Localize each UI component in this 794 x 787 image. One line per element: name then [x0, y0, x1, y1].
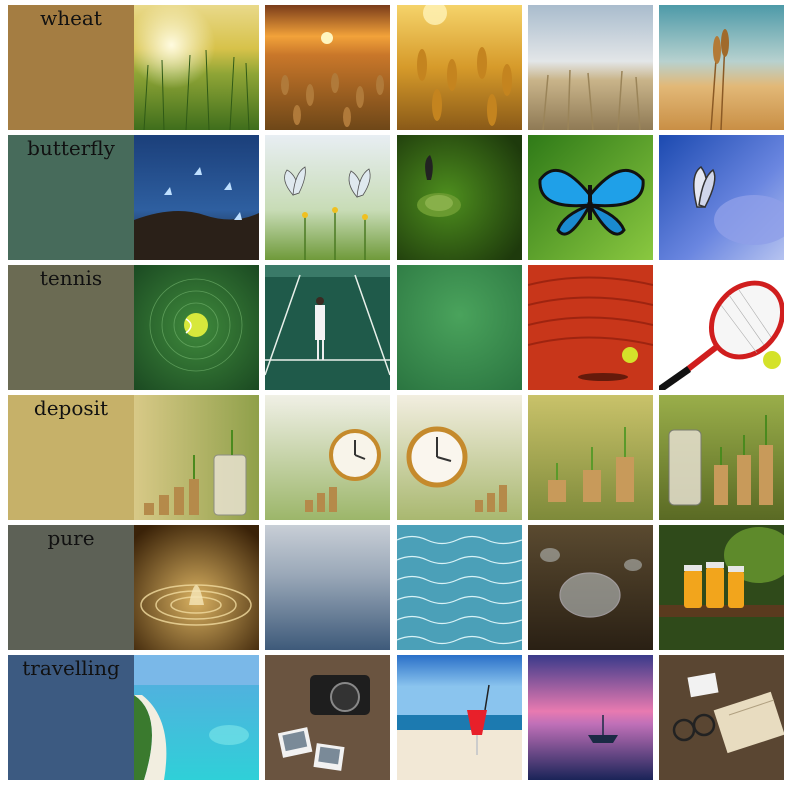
grid-row-pure: pure: [8, 525, 786, 650]
wheat-photo-2: [265, 5, 390, 130]
word-swatch: wheat: [8, 5, 134, 130]
word-label: tennis: [39, 266, 103, 290]
pure-photo-3: [397, 525, 522, 650]
deposit-photo-4: [528, 395, 653, 520]
deposit-photo-1: [134, 395, 259, 520]
pure-photo-4: [528, 525, 653, 650]
grid-row-butterfly: butterfly: [8, 135, 786, 260]
tennis-photo-4: [528, 265, 653, 390]
tennis-photo-5: [659, 265, 784, 390]
word-label: butterfly: [27, 136, 115, 160]
butterfly-photo-4: [528, 135, 653, 260]
travelling-photo-1: [134, 655, 259, 780]
grid-row-deposit: deposit: [8, 395, 786, 520]
deposit-photo-5: [659, 395, 784, 520]
butterfly-photo-3: [397, 135, 522, 260]
wheat-photo-1: [134, 5, 259, 130]
wheat-photo-3: [397, 5, 522, 130]
word-label: deposit: [33, 396, 109, 420]
word-swatch: butterfly: [8, 135, 134, 260]
word-label: wheat: [40, 6, 102, 30]
travelling-photo-4: [528, 655, 653, 780]
butterfly-photo-1: [134, 135, 259, 260]
word-swatch: travelling: [8, 655, 134, 780]
pure-photo-2: [265, 525, 390, 650]
wheat-photo-5: [659, 5, 784, 130]
pure-photo-1: [134, 525, 259, 650]
grid-row-travelling: travelling: [8, 655, 786, 780]
travelling-photo-5: [659, 655, 784, 780]
tennis-photo-2: [265, 265, 390, 390]
pure-photo-5: [659, 525, 784, 650]
word-label: pure: [47, 526, 95, 550]
tennis-photo-1: [134, 265, 259, 390]
wheat-photo-4: [528, 5, 653, 130]
word-image-grid: wheat butterfly: [8, 5, 786, 782]
butterfly-photo-5: [659, 135, 784, 260]
travelling-photo-3: [397, 655, 522, 780]
deposit-photo-3: [397, 395, 522, 520]
deposit-photo-2: [265, 395, 390, 520]
travelling-photo-2: [265, 655, 390, 780]
tennis-photo-3: [397, 265, 522, 390]
grid-row-tennis: tennis: [8, 265, 786, 390]
word-swatch: deposit: [8, 395, 134, 520]
word-swatch: tennis: [8, 265, 134, 390]
word-swatch: pure: [8, 525, 134, 650]
grid-row-wheat: wheat: [8, 5, 786, 130]
word-label: travelling: [22, 656, 120, 680]
butterfly-photo-2: [265, 135, 390, 260]
